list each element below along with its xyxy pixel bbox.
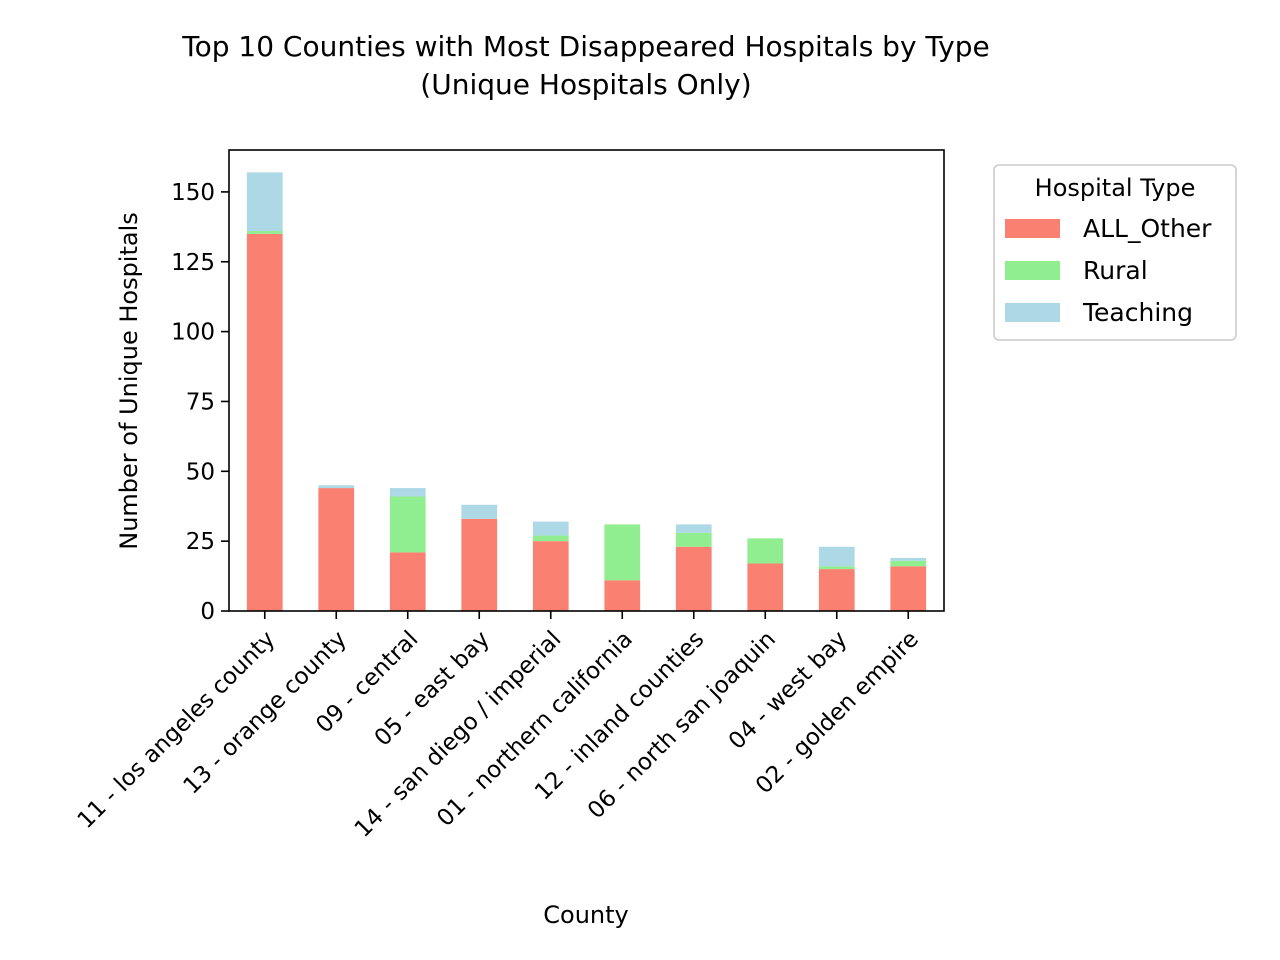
y-tick-label: 50	[186, 459, 215, 485]
y-axis: 0 25 50 75 100 125 150	[171, 180, 229, 625]
bar-rural-7	[675, 532, 712, 547]
y-tick-label: 100	[171, 320, 215, 346]
bars-layer	[246, 172, 927, 611]
bar-rural-8	[747, 538, 784, 564]
y-tick-label: 0	[200, 599, 215, 625]
legend-box	[993, 164, 1237, 341]
bar-teaching-7	[675, 524, 712, 533]
legend-label-all-other: ALL_Other	[1083, 214, 1212, 243]
chart-subtitle: (Unique Hospitals Only)	[420, 68, 751, 101]
legend-label-rural: Rural	[1083, 256, 1148, 285]
plot-frame	[228, 149, 945, 612]
bar-all-other-6	[604, 580, 641, 611]
bar-rural-10	[890, 560, 927, 567]
legend-swatch-rural	[1005, 261, 1060, 280]
bar-all-other-4	[461, 518, 498, 611]
y-axis-label: Number of Unique Hospitals	[115, 212, 143, 550]
bar-all-other-7	[675, 546, 712, 611]
y-tick-label: 25	[186, 529, 215, 555]
bar-rural-1	[246, 231, 283, 234]
x-axis-label: County	[543, 901, 628, 929]
legend-swatch-all-other	[1005, 219, 1060, 238]
bar-rural-3	[389, 496, 426, 553]
bar-all-other-5	[532, 541, 569, 611]
bar-rural-9	[818, 566, 855, 570]
y-tick-label: 125	[171, 250, 215, 276]
bar-teaching-1	[246, 172, 283, 232]
bar-all-other-2	[318, 488, 355, 611]
bar-all-other-9	[818, 569, 855, 611]
bar-all-other-1	[246, 233, 283, 611]
bar-teaching-4	[461, 504, 498, 519]
chart-title: Top 10 Counties with Most Disappeared Ho…	[181, 30, 990, 63]
legend-items: ALL_Other Rural Teaching	[1005, 214, 1212, 327]
bar-teaching-5	[532, 521, 569, 536]
bar-teaching-2	[318, 485, 355, 489]
bar-rural-5	[532, 535, 569, 542]
legend-label-teaching: Teaching	[1082, 298, 1193, 327]
legend: Hospital Type ALL_Other Rural Teaching	[993, 164, 1237, 341]
y-tick-label: 75	[186, 389, 215, 415]
legend-title: Hospital Type	[1035, 174, 1196, 202]
bar-all-other-10	[890, 566, 927, 611]
y-tick-label: 150	[171, 180, 215, 206]
legend-swatch-teaching	[1005, 303, 1060, 322]
bar-all-other-3	[389, 552, 426, 611]
bar-teaching-3	[389, 488, 426, 497]
bar-teaching-10	[890, 557, 927, 561]
bar-rural-6	[604, 524, 641, 581]
bar-teaching-9	[818, 546, 855, 567]
bar-all-other-8	[747, 563, 784, 611]
